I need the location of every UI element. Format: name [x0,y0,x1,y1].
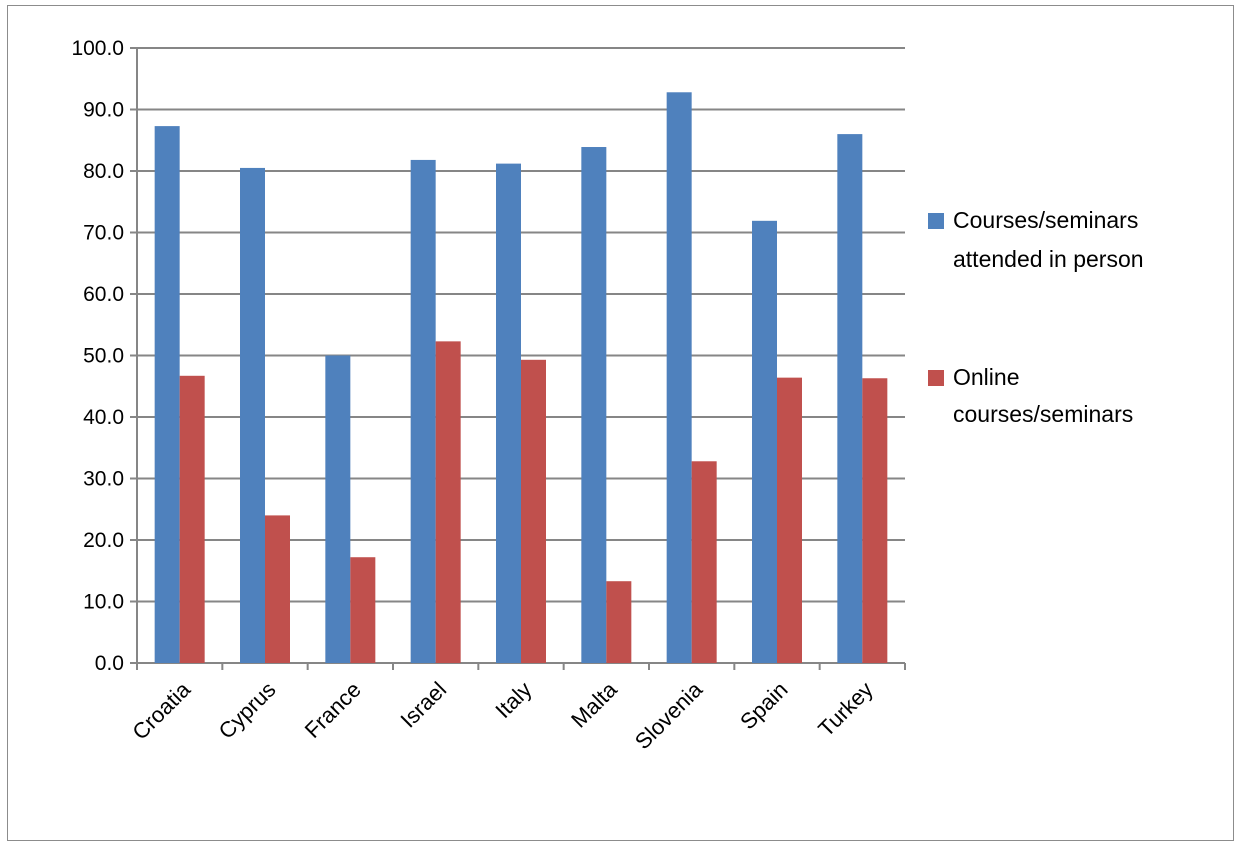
bars [154,92,888,664]
bar-in-person-cyprus [240,167,265,664]
x-tick-labels: Croatia Cyprus France Israel Italy Malta Slove… [127,676,877,754]
legend-swatch [928,213,944,229]
bar-in-person-slovenia [666,92,692,663]
bar-online-israel [435,341,461,663]
bar-online-malta [606,581,632,663]
legend-label: Courses/seminars [953,207,1138,233]
y-tick-label: 40.0 [83,406,124,429]
bar-in-person-israel [410,159,436,663]
bar-online-italy [521,359,546,663]
y-tick-label: 30.0 [83,468,124,491]
bar-in-person-spain [752,220,777,663]
x-tick-label: Cyprus [214,677,281,744]
y-tick-label: 60.0 [83,283,124,306]
y-tick-label: 100.0 [71,37,124,60]
y-tick-labels: 0.0 10.0 20.0 30.0 40.0 50.0 60.0 70.0 80.0 90.0 1… [71,37,124,675]
y-tick-label: 0.0 [95,652,124,675]
bar-online-spain [777,377,802,663]
bar-in-person-france [325,355,351,663]
y-tick-label: 70.0 [83,222,124,245]
y-tick-label: 50.0 [83,345,124,368]
y-tick-label: 10.0 [83,591,124,614]
bar-online-turkey [862,378,888,663]
bar-online-croatia [179,375,205,663]
x-tick-label: Croatia [127,676,195,744]
legend-label: Online [953,364,1019,390]
legend-label: courses/seminars [953,401,1133,427]
bar-in-person-turkey [837,134,863,664]
y-tick-label: 90.0 [83,99,124,122]
x-tick-label: France [300,677,366,743]
chart-frame [7,5,1234,841]
x-tick-label: Israel [395,677,451,733]
bar-online-cyprus [265,515,290,663]
x-tick-label: Malta [566,676,622,732]
legend: Courses/seminars attended in person Online… [928,207,1144,427]
bar-online-france [350,557,376,663]
x-tick-label: Slovenia [630,676,708,754]
legend-label: attended in person [953,246,1144,272]
x-tick-label: Spain [735,677,792,734]
bar-online-slovenia [691,461,717,663]
y-tick-label: 20.0 [83,529,124,552]
bar-in-person-italy [496,163,521,663]
legend-swatch [928,370,944,386]
x-tick-label: Italy [490,677,536,723]
bar-in-person-croatia [154,126,180,664]
bar-in-person-malta [581,147,607,663]
x-tick-label: Turkey [813,677,878,742]
y-tick-label: 80.0 [83,160,124,183]
